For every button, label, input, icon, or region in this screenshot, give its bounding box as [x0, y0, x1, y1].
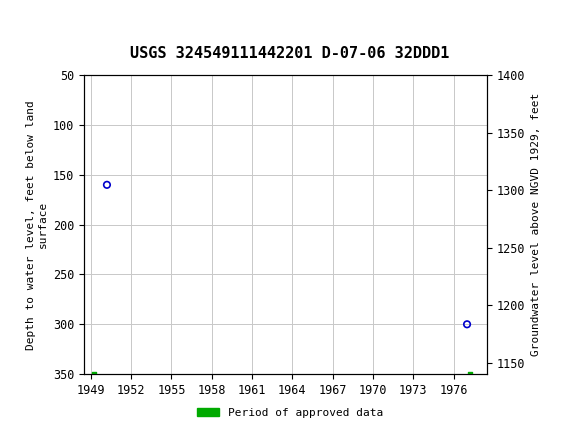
- Y-axis label: Groundwater level above NGVD 1929, feet: Groundwater level above NGVD 1929, feet: [531, 93, 541, 356]
- Point: [462, 321, 472, 328]
- Point: [465, 371, 474, 378]
- Point: [102, 181, 111, 188]
- Text: USGS 324549111442201 D-07-06 32DDD1: USGS 324549111442201 D-07-06 32DDD1: [130, 46, 450, 61]
- Text: ≈USGS: ≈USGS: [7, 16, 78, 34]
- Y-axis label: Depth to water level, feet below land
surface: Depth to water level, feet below land su…: [26, 100, 48, 350]
- Legend: Period of approved data: Period of approved data: [193, 403, 387, 422]
- Point: [89, 371, 98, 378]
